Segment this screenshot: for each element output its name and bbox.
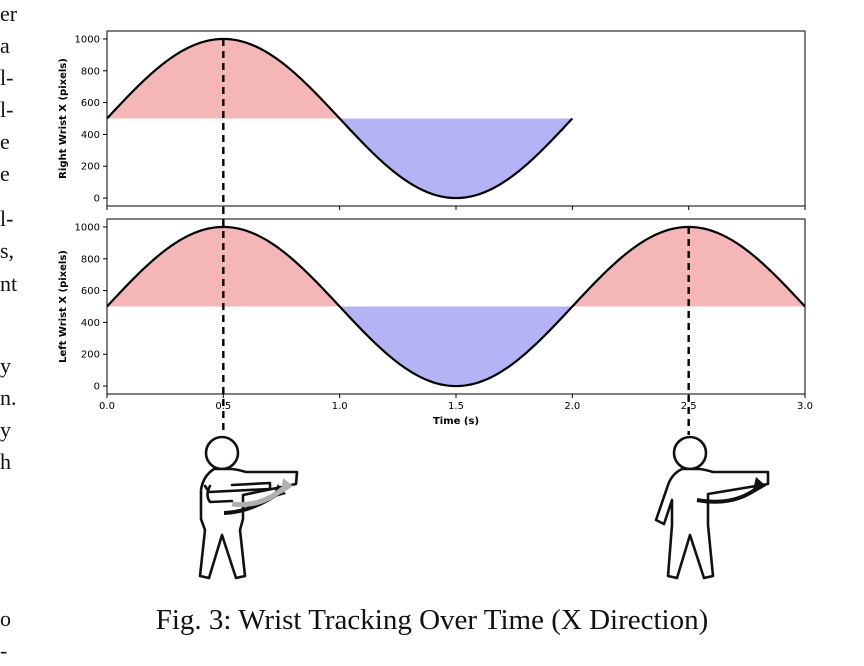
- left-text-fragment: l-: [0, 97, 14, 122]
- x-tick-label: 3.0: [797, 401, 813, 412]
- left-text-fragment: h: [0, 449, 11, 474]
- x-tick-label: 0.0: [99, 401, 115, 412]
- y-tick-label: 800: [81, 254, 100, 265]
- y-tick-label: 800: [81, 66, 100, 77]
- left-text-fragment: y: [0, 353, 11, 378]
- y-tick-label: 200: [81, 162, 100, 173]
- x-tick-label: 2.5: [681, 401, 697, 412]
- y-axis-label: Right Wrist X (pixels): [58, 58, 69, 179]
- y-tick-label: 200: [81, 350, 100, 361]
- x-tick-label: 0.5: [215, 401, 231, 412]
- y-tick-label: 0: [94, 382, 100, 393]
- left-text-fragment: e: [0, 129, 10, 154]
- arm-motion-arrows-left: [223, 478, 293, 515]
- person-pointing-icon-left: [198, 435, 299, 580]
- series-line: [106, 225, 806, 388]
- negative-area-fill: [107, 118, 573, 199]
- y-tick-label: 400: [81, 130, 100, 141]
- left-wrist-panel: 0 200 400 600 800 1000 0.0 0.5 1.0 1.5 2.0 2.5 3.0 Le…: [58, 218, 813, 427]
- left-text-fragment: s,: [0, 238, 15, 263]
- arm-motion-arrow-right: [696, 477, 766, 504]
- left-text-fragment: l-: [0, 206, 14, 231]
- left-text-fragment: a: [0, 33, 10, 58]
- x-tick-label: 1.5: [448, 401, 464, 412]
- y-axis-label: Left Wrist X (pixels): [58, 250, 69, 363]
- y-tick-label: 600: [81, 286, 100, 297]
- left-text-fragment: nt: [0, 271, 18, 296]
- y-tick-label: 600: [81, 98, 100, 109]
- x-tick-label: 1.0: [332, 401, 348, 412]
- y-tick-label: 400: [81, 318, 100, 329]
- time-markers: [222, 38, 690, 435]
- x-tick-label: 2.0: [564, 401, 580, 412]
- series-line: [106, 37, 574, 200]
- left-text-fragment: er: [0, 1, 18, 26]
- right-wrist-panel: 0 200 400 600 800 1000 Right Wrist X (pixels): [58, 30, 806, 210]
- y-tick-label: 1000: [75, 222, 100, 233]
- negative-area-fill: [107, 306, 805, 387]
- x-axis-label: Time (s): [433, 416, 479, 427]
- left-text-fragment: y: [0, 417, 11, 442]
- positive-area-fill: [107, 38, 573, 119]
- left-text-fragment: o: [0, 606, 11, 631]
- left-text-fragment: -: [0, 638, 8, 663]
- y-tick-label: 1000: [75, 34, 100, 45]
- left-text-fragment: n.: [0, 385, 17, 410]
- positive-area-fill: [107, 226, 805, 307]
- person-pointing-icon-right: [654, 435, 770, 580]
- figure-caption: Fig. 3: Wrist Tracking Over Time (X Dire…: [155, 604, 709, 636]
- left-text-fragment: e: [0, 161, 10, 186]
- y-tick-label: 0: [94, 194, 100, 205]
- left-text-fragment: l-: [0, 65, 14, 90]
